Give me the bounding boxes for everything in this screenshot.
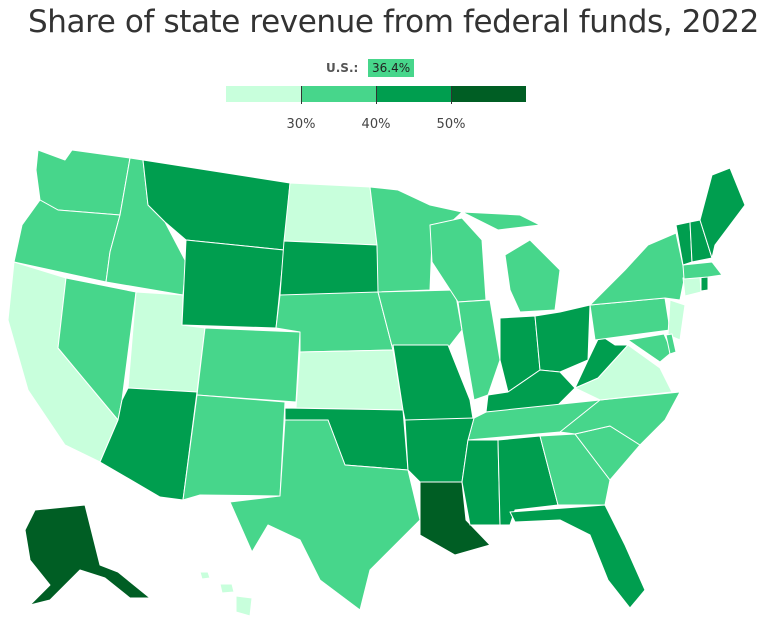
legend-tick-label-50: 50% (436, 117, 466, 132)
state-new-mexico (182, 394, 286, 501)
state-wisconsin (429, 217, 487, 303)
state-west-virginia (574, 334, 629, 389)
state-north-dakota (283, 182, 378, 246)
legend-bin-under-30 (226, 86, 301, 102)
state-georgia (539, 433, 611, 506)
state-ohio (534, 304, 591, 373)
state-iowa (377, 289, 463, 351)
state-texas (229, 419, 421, 611)
state-mississippi (461, 439, 501, 526)
state-alaska (24, 504, 151, 606)
us-average-value: 36.4% (368, 59, 415, 77)
state-new-york (589, 232, 686, 306)
legend-tick-label-40: 40% (361, 117, 391, 132)
legend-bin-30-40 (301, 86, 376, 102)
state-wyoming (181, 239, 285, 329)
state-new-jersey (667, 299, 686, 341)
state-south-dakota (279, 240, 381, 301)
legend-color-scale (226, 86, 526, 102)
legend-tick-40 (376, 86, 377, 104)
us-average-label: U.S.: (326, 61, 359, 75)
legend-tick-30 (301, 86, 302, 104)
state-hawaii (199, 571, 253, 617)
state-rhode-island (700, 275, 709, 292)
chart-title: Share of state revenue from federal fund… (28, 4, 759, 40)
state-massachusetts (682, 261, 723, 280)
state-delaware (665, 333, 677, 355)
legend-tick-label-30: 30% (286, 117, 316, 132)
legend-tick-50 (451, 86, 452, 104)
legend-bin-40-50 (376, 86, 451, 102)
state-missouri (392, 344, 475, 426)
state-michigan (461, 211, 561, 313)
legend-bin-over-50 (451, 86, 526, 102)
state-colorado (196, 327, 301, 403)
state-maine (699, 167, 746, 259)
state-florida (509, 504, 646, 609)
state-kansas (295, 349, 404, 411)
